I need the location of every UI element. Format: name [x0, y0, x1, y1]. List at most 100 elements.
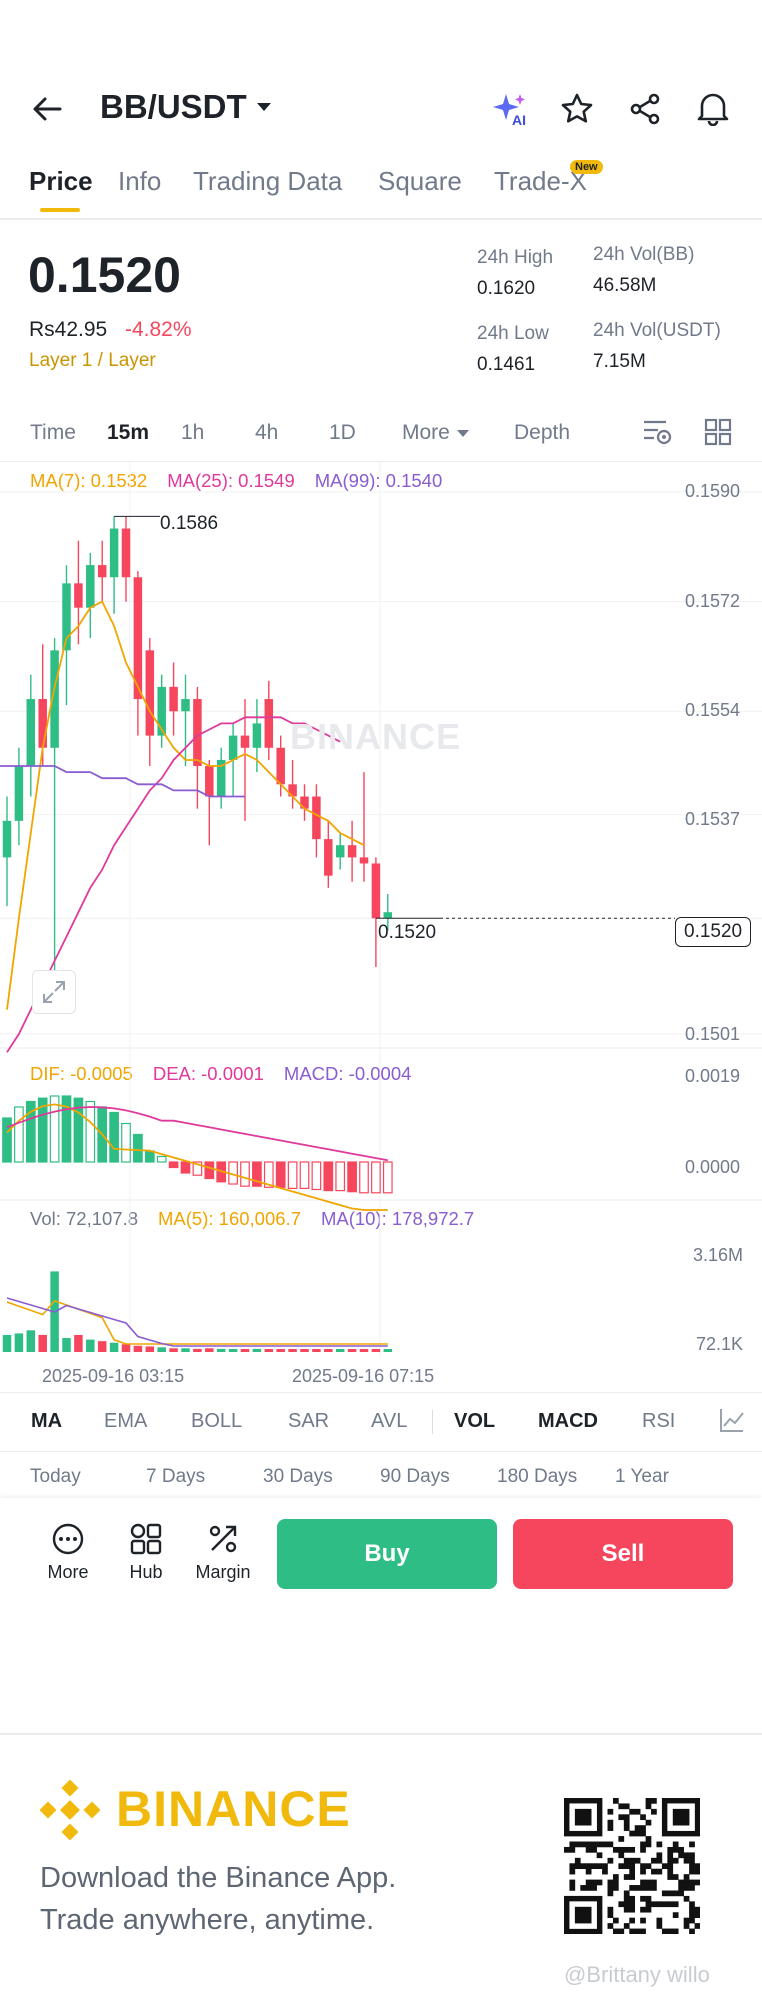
tf-1h[interactable]: 1h	[181, 421, 205, 444]
candle-body	[157, 686, 166, 736]
buy-button[interactable]: Buy	[277, 1519, 497, 1589]
tab-square[interactable]: Square	[378, 166, 462, 196]
chart-settings-icon[interactable]	[642, 418, 672, 446]
margin-percent-icon	[206, 1522, 240, 1556]
indicator-rsi[interactable]: RSI	[642, 1410, 676, 1432]
tab-info[interactable]: Info	[118, 166, 162, 196]
perf-180d[interactable]: 180 Days	[497, 1466, 578, 1487]
macd-bar	[85, 1100, 96, 1163]
volume-bar	[26, 1330, 36, 1352]
share-icon[interactable]	[628, 92, 662, 126]
category-tags[interactable]: Layer 1 / Layer	[29, 350, 156, 371]
high-marker-label: 0.1586	[160, 513, 219, 534]
margin-tool[interactable]: Margin	[190, 1522, 256, 1583]
indicator-chart-icon[interactable]	[718, 1406, 746, 1434]
hub-grid-icon	[129, 1522, 163, 1556]
perf-1y[interactable]: 1 Year	[615, 1466, 669, 1487]
candle-body	[2, 820, 12, 858]
macd-bar	[371, 1161, 381, 1194]
candle-body	[205, 766, 214, 797]
macd-bar	[204, 1161, 215, 1180]
vol-ma5-legend: MA(5): 160,006.7	[158, 1208, 301, 1229]
indicator-divider-bottom	[0, 1451, 762, 1452]
macd-bar	[14, 1106, 24, 1163]
volume-bar	[145, 1346, 155, 1352]
indicator-ma[interactable]: MA	[31, 1410, 63, 1432]
candle-body	[14, 766, 24, 821]
volume-bar	[312, 1349, 321, 1352]
tf-4h[interactable]: 4h	[255, 421, 279, 444]
candle-body	[97, 565, 107, 578]
indicator-divider-top	[0, 1392, 762, 1393]
star-favorite-icon[interactable]	[560, 92, 594, 126]
volume-ma10-line	[6, 1297, 388, 1347]
back-arrow-icon[interactable]	[30, 92, 64, 126]
margin-label: Margin	[195, 1562, 251, 1582]
candle-body	[50, 650, 59, 748]
caret-down-icon	[456, 429, 470, 438]
tf-time[interactable]: Time	[30, 421, 76, 444]
expand-chart-icon[interactable]	[32, 970, 76, 1014]
macd-axis-tick: 0.0000	[685, 1157, 741, 1177]
perf-90d[interactable]: 90 Days	[380, 1466, 450, 1487]
tabs-divider	[0, 218, 762, 220]
sell-button[interactable]: Sell	[513, 1519, 733, 1589]
ai-sparkle-icon[interactable]: AI	[490, 90, 530, 130]
ma7-legend: MA(7): 0.1532	[30, 470, 148, 491]
pair-selector[interactable]: BB/USDT	[100, 88, 273, 126]
volume-bar	[347, 1349, 357, 1352]
volume-bar	[228, 1349, 238, 1352]
tab-price[interactable]: Price	[29, 166, 93, 196]
pair-title: BB/USDT	[100, 88, 247, 125]
candle-body	[38, 699, 47, 748]
macd-bar	[25, 1100, 36, 1163]
candle-body	[324, 839, 333, 876]
macd-bar	[323, 1161, 334, 1192]
ma7-line	[6, 600, 365, 1010]
candle-body	[312, 796, 321, 840]
macd-bar	[192, 1161, 203, 1176]
more-tool[interactable]: More	[40, 1522, 96, 1583]
volume-bar	[252, 1348, 262, 1352]
hub-tool[interactable]: Hub	[118, 1522, 174, 1583]
volume-bar	[216, 1348, 226, 1352]
caret-down-icon	[255, 101, 273, 113]
candle-body	[228, 735, 238, 760]
promo-line-2: Trade anywhere, anytime.	[40, 1904, 375, 1936]
indicator-boll[interactable]: BOLL	[191, 1410, 243, 1432]
tab-trading-data[interactable]: Trading Data	[193, 166, 343, 196]
tab-active-indicator	[40, 208, 80, 212]
macd-bar	[359, 1161, 369, 1194]
tf-1d[interactable]: 1D	[329, 421, 356, 444]
hub-label: Hub	[129, 1562, 163, 1582]
candle-body	[26, 699, 36, 767]
indicator-avl[interactable]: AVL	[371, 1410, 408, 1432]
tf-more[interactable]: More	[402, 421, 470, 445]
tf-15m[interactable]: 15m	[107, 421, 150, 444]
indicator-vol[interactable]: VOL	[454, 1410, 496, 1432]
volume-bar	[62, 1338, 71, 1352]
promo-brand: BINANCE	[116, 1781, 351, 1837]
indicator-sar[interactable]: SAR	[288, 1410, 330, 1432]
indicator-macd[interactable]: MACD	[538, 1410, 598, 1432]
volume-bar	[181, 1348, 190, 1352]
candle-body	[359, 857, 369, 864]
tf-depth[interactable]: Depth	[514, 421, 571, 444]
indicator-ema[interactable]: EMA	[104, 1410, 148, 1432]
candle-body	[276, 747, 285, 785]
bell-alert-icon[interactable]	[696, 90, 730, 126]
perf-7d[interactable]: 7 Days	[146, 1466, 206, 1487]
perf-today[interactable]: Today	[30, 1466, 81, 1487]
macd-bar	[168, 1161, 179, 1169]
candlestick-chart[interactable]	[0, 462, 762, 1372]
promo-line-1: Download the Binance App.	[40, 1862, 397, 1894]
volume-bar	[383, 1349, 393, 1352]
price-axis-tick: 0.1501	[685, 1024, 741, 1044]
tf-more-label: More	[402, 421, 450, 444]
perf-30d[interactable]: 30 Days	[263, 1466, 333, 1487]
time-axis-label: 2025-09-16 07:15	[292, 1366, 435, 1386]
ma25-line	[6, 716, 341, 1053]
candle-body	[252, 723, 262, 748]
volume-bar	[264, 1349, 274, 1352]
layout-grid-icon[interactable]	[704, 418, 732, 446]
